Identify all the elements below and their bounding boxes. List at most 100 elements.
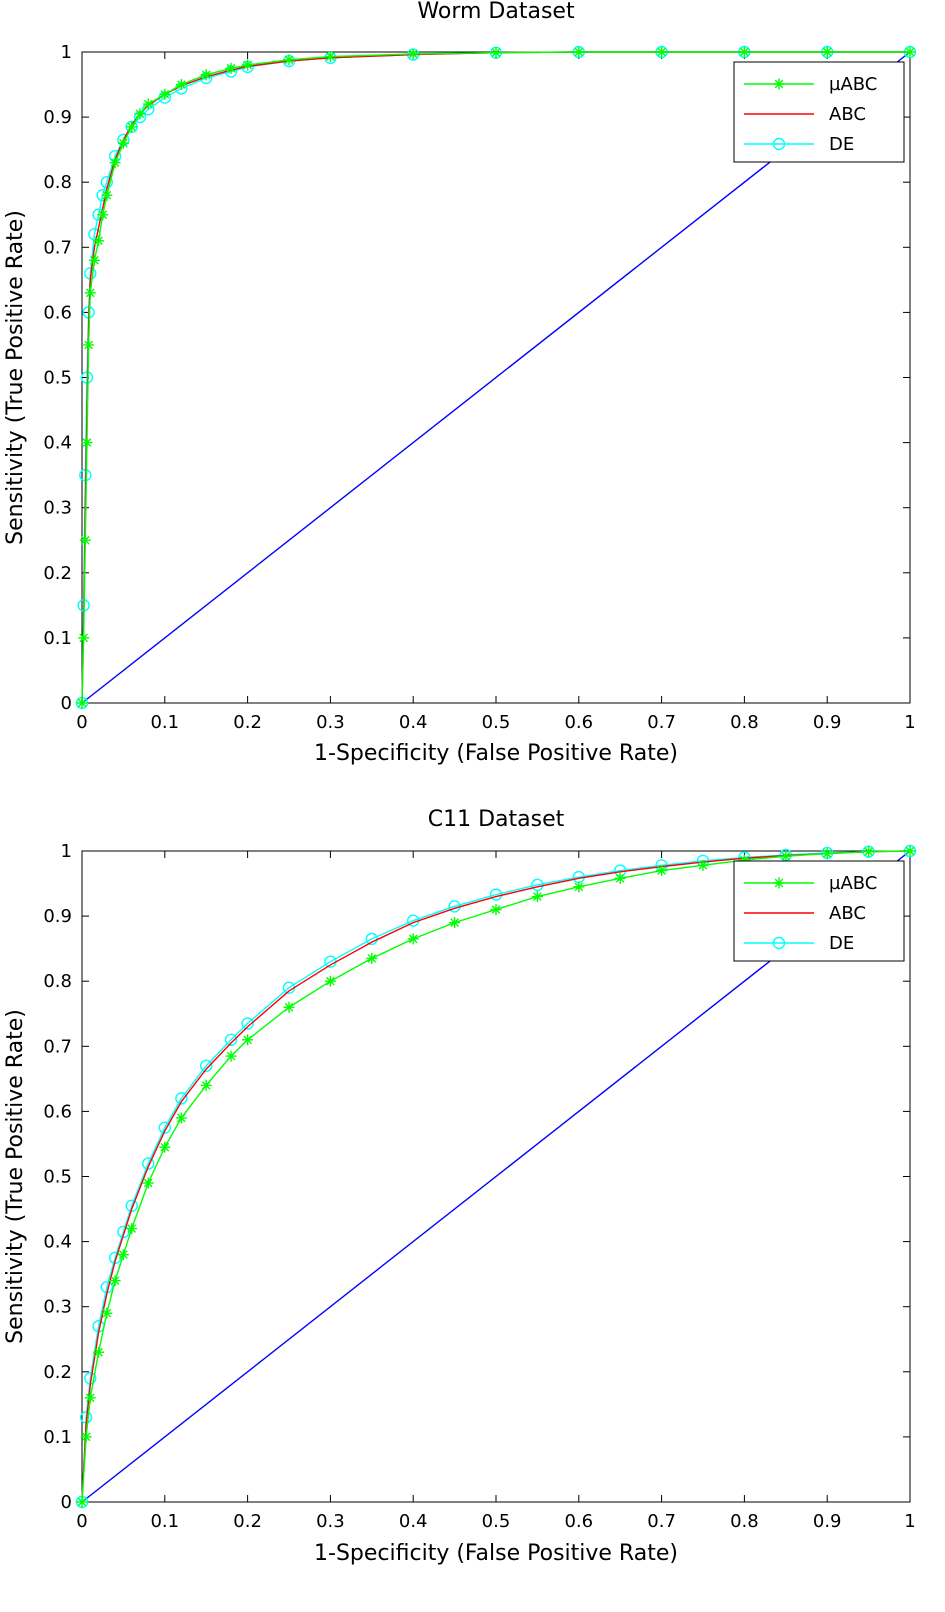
data-point-abc — [79, 534, 91, 546]
data-point-abc — [821, 46, 833, 58]
x-tick-label: 0.3 — [316, 712, 345, 733]
y-tick-label: 0.3 — [43, 498, 72, 519]
data-point-abc — [242, 59, 254, 71]
y-tick-label: 0.1 — [43, 628, 72, 649]
y-axis-label: Sensitivity (True Positive Rate) — [3, 210, 28, 545]
x-tick-label: 0.2 — [233, 1511, 262, 1532]
y-tick-label: 0.6 — [43, 302, 72, 323]
data-point-abc — [614, 872, 626, 884]
data-point-abc — [84, 1392, 96, 1404]
x-tick-label: 0.4 — [399, 712, 428, 733]
x-tick-label: 0.3 — [316, 1511, 345, 1532]
y-tick-label: 0.7 — [43, 237, 72, 258]
y-tick-label: 0.1 — [43, 1427, 72, 1448]
data-point-abc — [407, 48, 419, 60]
data-point-de — [224, 1033, 238, 1046]
data-point-abc — [573, 881, 585, 893]
x-tick-label: 0.7 — [647, 712, 676, 733]
x-tick-label: 0.5 — [482, 712, 511, 733]
data-point-abc — [531, 891, 543, 903]
legend-marker-de — [772, 137, 786, 151]
chart-title: C11 Dataset — [428, 807, 565, 832]
data-point-de — [158, 1121, 172, 1134]
legend: µABC ABC DE — [733, 860, 905, 962]
chart-panel-1: Worm Dataset 0 0.1 0.2 0.3 0.4 0.5 0.6 0.7 0.8 0.9… — [3, 0, 917, 766]
data-point-abc — [159, 1141, 171, 1153]
data-point-abc — [904, 46, 916, 58]
data-point-abc — [175, 79, 187, 91]
x-tick-label: 0 — [76, 1511, 87, 1532]
x-tick-label: 0.4 — [399, 1511, 428, 1532]
legend-label-abc: µABC — [829, 873, 877, 894]
data-point-abc — [117, 137, 129, 149]
chart-title: Worm Dataset — [417, 0, 575, 24]
legend-label-abc: µABC — [829, 74, 877, 95]
x-tick-label: 0.1 — [150, 1511, 179, 1532]
data-point-abc — [407, 933, 419, 945]
data-point-abc — [80, 1431, 92, 1443]
y-tick-label: 0.2 — [43, 1362, 72, 1383]
data-point-de — [142, 1157, 155, 1170]
data-point-abc — [283, 54, 295, 66]
data-point-abc — [283, 1001, 295, 1013]
y-tick-label: 0.9 — [43, 906, 72, 927]
x-tick-label: 0.2 — [233, 712, 262, 733]
data-point-abc — [78, 632, 90, 644]
data-point-abc — [449, 917, 461, 929]
data-point-abc — [225, 1050, 237, 1062]
data-point-abc — [738, 46, 750, 58]
legend-marker-abc — [773, 877, 785, 889]
legend-label-abc: ABC — [829, 104, 866, 125]
data-point-abc — [324, 51, 336, 63]
y-tick-label: 1 — [61, 42, 72, 63]
y-tick-label: 0.5 — [43, 1167, 72, 1188]
data-point-de — [531, 878, 544, 892]
data-point-abc — [656, 46, 668, 58]
data-point-de — [175, 1092, 188, 1105]
y-axis-label: Sensitivity (True Positive Rate) — [3, 1009, 28, 1344]
y-tick-label: 0.9 — [43, 107, 72, 128]
y-tick-label: 0.5 — [43, 368, 72, 389]
y-tick-label: 0 — [61, 693, 72, 714]
data-point-abc — [81, 437, 93, 449]
y-tick-label: 0.8 — [43, 172, 72, 193]
x-axis-label: 1-Specificity (False Positive Rate) — [314, 741, 678, 766]
data-point-abc — [83, 339, 95, 351]
data-point-abc — [366, 952, 378, 964]
x-tick-label: 0.9 — [813, 1511, 842, 1532]
data-point-abc — [573, 46, 585, 58]
y-tick-label: 0 — [61, 1492, 72, 1513]
data-point-abc — [126, 1223, 138, 1235]
y-tick-label: 1 — [61, 841, 72, 862]
data-point-abc — [821, 848, 833, 860]
data-point-abc — [84, 287, 96, 299]
data-point-abc — [88, 254, 100, 266]
y-tick-label: 0.4 — [43, 433, 72, 454]
data-point-abc — [863, 846, 875, 858]
data-point-de — [241, 1017, 254, 1030]
data-point-abc — [109, 1275, 121, 1287]
x-tick-label: 0.5 — [482, 1511, 511, 1532]
data-point-abc — [225, 62, 237, 74]
legend-label-de: DE — [829, 134, 854, 155]
y-tick-label: 0.3 — [43, 1297, 72, 1318]
legend-marker-abc — [773, 78, 785, 90]
data-point-abc — [200, 69, 212, 81]
data-point-abc — [490, 904, 502, 916]
legend-marker-de — [772, 936, 786, 950]
x-tick-label: 0.8 — [730, 712, 759, 733]
y-tick-label: 0.7 — [43, 1036, 72, 1057]
data-point-abc — [97, 209, 109, 221]
x-tick-label: 0 — [76, 712, 87, 733]
data-point-abc — [93, 1346, 105, 1358]
data-point-abc — [324, 975, 336, 987]
data-point-abc — [142, 98, 154, 110]
legend-box — [733, 61, 905, 163]
data-point-abc — [242, 1034, 254, 1046]
legend-label-abc: ABC — [829, 903, 866, 924]
y-tick-label: 0.8 — [43, 971, 72, 992]
data-point-abc — [109, 157, 121, 169]
legend: µABC ABC DE — [733, 61, 905, 163]
data-point-abc — [159, 88, 171, 100]
